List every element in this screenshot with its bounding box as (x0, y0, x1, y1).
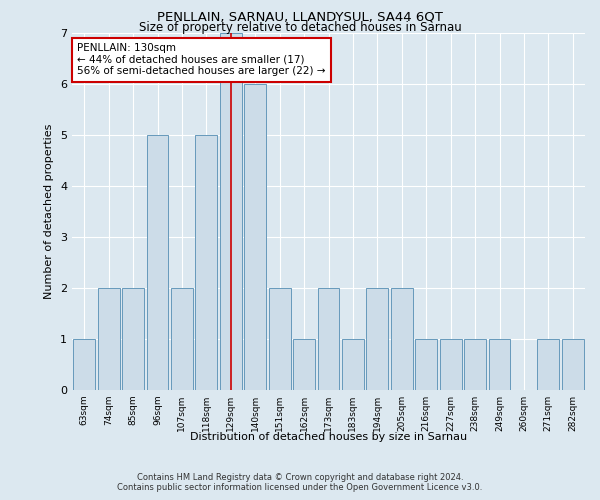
Y-axis label: Number of detached properties: Number of detached properties (44, 124, 55, 299)
Bar (293, 339, 315, 390)
Bar (415, 339, 437, 390)
Bar (317, 288, 340, 390)
Text: PENLLAIN: 130sqm
← 44% of detached houses are smaller (17)
56% of semi-detached : PENLLAIN: 130sqm ← 44% of detached house… (77, 43, 326, 76)
Bar (367, 288, 388, 390)
Bar (196, 134, 217, 390)
Bar (220, 32, 242, 390)
Text: Contains HM Land Registry data © Crown copyright and database right 2024.: Contains HM Land Registry data © Crown c… (137, 472, 463, 482)
Bar (488, 339, 511, 390)
Text: Distribution of detached houses by size in Sarnau: Distribution of detached houses by size … (190, 432, 467, 442)
Text: Size of property relative to detached houses in Sarnau: Size of property relative to detached ho… (139, 22, 461, 35)
Bar (244, 84, 266, 390)
Text: PENLLAIN, SARNAU, LLANDYSUL, SA44 6QT: PENLLAIN, SARNAU, LLANDYSUL, SA44 6QT (157, 11, 443, 24)
Bar (269, 288, 290, 390)
Bar (73, 339, 95, 390)
Bar (342, 339, 364, 390)
Bar (391, 288, 413, 390)
Bar (538, 339, 559, 390)
Bar (171, 288, 193, 390)
Bar (440, 339, 461, 390)
Bar (98, 288, 119, 390)
Bar (146, 134, 169, 390)
Bar (464, 339, 486, 390)
Bar (122, 288, 144, 390)
Bar (562, 339, 584, 390)
Text: Contains public sector information licensed under the Open Government Licence v3: Contains public sector information licen… (118, 484, 482, 492)
